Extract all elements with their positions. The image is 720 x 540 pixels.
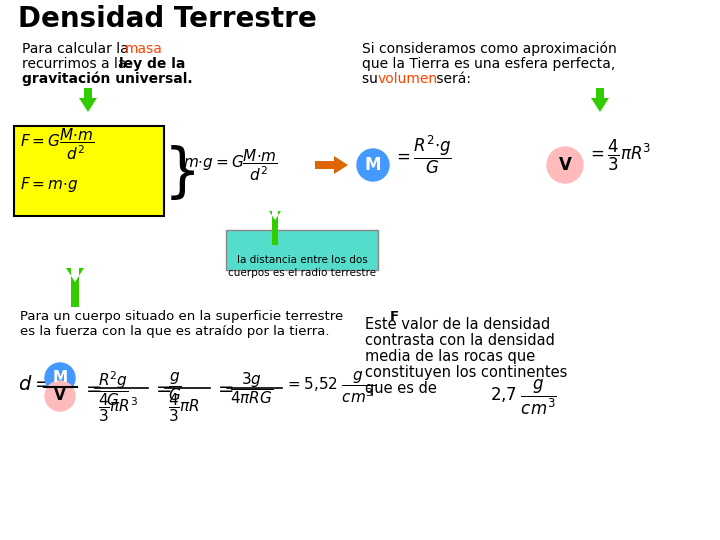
Text: es la fuerza con la que es atraído por la tierra.: es la fuerza con la que es atraído por l… bbox=[20, 325, 330, 338]
Text: media de las rocas que: media de las rocas que bbox=[365, 349, 535, 364]
Text: $d=$: $d=$ bbox=[18, 375, 50, 395]
Polygon shape bbox=[79, 88, 97, 112]
Text: constituyen los continentes: constituyen los continentes bbox=[365, 365, 567, 380]
Text: que la Tierra es una esfera perfecta,: que la Tierra es una esfera perfecta, bbox=[362, 57, 616, 71]
Text: Este valor de la densidad: Este valor de la densidad bbox=[365, 317, 550, 332]
Text: M: M bbox=[53, 370, 68, 386]
Text: $F=m{\cdot}g$: $F=m{\cdot}g$ bbox=[20, 175, 78, 194]
Text: V: V bbox=[559, 156, 572, 174]
Text: recurrimos a la: recurrimos a la bbox=[22, 57, 131, 71]
Text: $=$: $=$ bbox=[82, 377, 102, 396]
Polygon shape bbox=[66, 268, 84, 307]
Text: volumen: volumen bbox=[378, 72, 438, 86]
FancyBboxPatch shape bbox=[14, 126, 164, 216]
Text: V: V bbox=[54, 388, 66, 403]
Text: F: F bbox=[390, 310, 399, 323]
Text: $F=G\dfrac{M{\cdot}m}{d^2}$: $F=G\dfrac{M{\cdot}m}{d^2}$ bbox=[20, 127, 94, 163]
Text: $=\dfrac{4}{3}\pi R^3$: $=\dfrac{4}{3}\pi R^3$ bbox=[587, 137, 652, 173]
Text: $=\dfrac{R^2{\cdot}g}{G}$: $=\dfrac{R^2{\cdot}g}{G}$ bbox=[393, 134, 452, 176]
FancyBboxPatch shape bbox=[226, 230, 378, 270]
Text: contrasta con la densidad: contrasta con la densidad bbox=[365, 333, 555, 348]
Text: Para calcular la: Para calcular la bbox=[22, 42, 133, 56]
Text: la distancia entre los dos
cuerpos es el radio terrestre: la distancia entre los dos cuerpos es el… bbox=[228, 255, 376, 278]
Text: será:: será: bbox=[432, 72, 471, 86]
Text: $\dfrac{R^2g}{G}$: $\dfrac{R^2g}{G}$ bbox=[98, 370, 129, 408]
Polygon shape bbox=[315, 156, 348, 174]
Text: $\dfrac{g}{G}$: $\dfrac{g}{G}$ bbox=[168, 370, 182, 403]
Text: Para un cuerpo situado en la superficie terrestre: Para un cuerpo situado en la superficie … bbox=[20, 310, 348, 323]
Text: Densidad Terrestre: Densidad Terrestre bbox=[18, 5, 317, 33]
Text: ley de la: ley de la bbox=[119, 57, 185, 71]
Text: $\dfrac{4}{3}\pi R^3$: $\dfrac{4}{3}\pi R^3$ bbox=[98, 391, 138, 424]
Circle shape bbox=[547, 147, 583, 183]
Text: que es de: que es de bbox=[365, 381, 437, 396]
Text: $\}$: $\}$ bbox=[163, 144, 195, 202]
Circle shape bbox=[45, 381, 75, 411]
Polygon shape bbox=[591, 88, 609, 112]
Text: $2{,}7\;\dfrac{g}{cm^3}$: $2{,}7\;\dfrac{g}{cm^3}$ bbox=[490, 378, 557, 417]
Text: $\dfrac{4}{3}\pi R$: $\dfrac{4}{3}\pi R$ bbox=[168, 391, 200, 424]
Text: Si consideramos como aproximación: Si consideramos como aproximación bbox=[362, 42, 617, 57]
Text: $\dfrac{3g}{4\pi RG}$: $\dfrac{3g}{4\pi RG}$ bbox=[230, 370, 274, 406]
Text: $=$: $=$ bbox=[214, 377, 234, 396]
Text: masa: masa bbox=[125, 42, 163, 56]
Text: $=$: $=$ bbox=[152, 377, 172, 396]
Text: su: su bbox=[362, 72, 382, 86]
Polygon shape bbox=[269, 211, 281, 245]
Text: M: M bbox=[365, 156, 382, 174]
Text: $=5{,}52\;\dfrac{g}{cm^3}$: $=5{,}52\;\dfrac{g}{cm^3}$ bbox=[285, 369, 375, 405]
Text: gravitación universal.: gravitación universal. bbox=[22, 72, 193, 86]
Circle shape bbox=[45, 363, 75, 393]
Circle shape bbox=[357, 149, 389, 181]
Text: $m{\cdot}g=G\dfrac{M{\cdot}m}{d^2}$: $m{\cdot}g=G\dfrac{M{\cdot}m}{d^2}$ bbox=[183, 147, 278, 183]
